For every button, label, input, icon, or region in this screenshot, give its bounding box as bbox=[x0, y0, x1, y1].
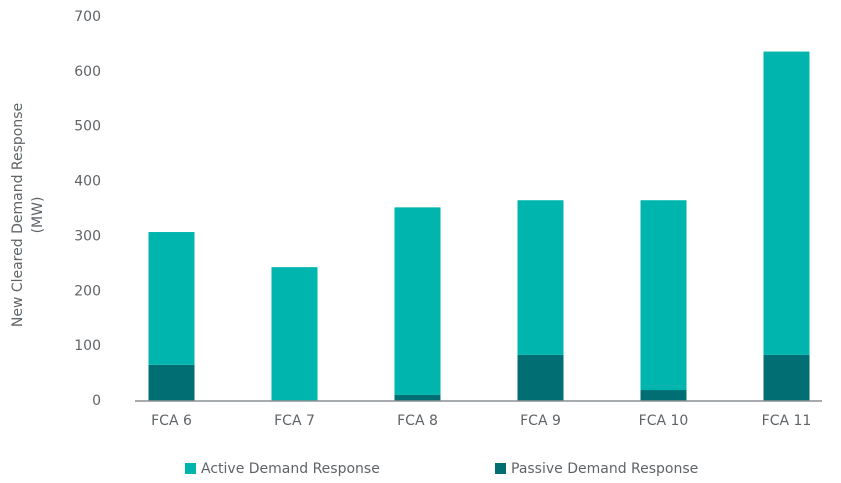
y-tick-label: 500 bbox=[74, 119, 101, 135]
y-axis-title: New Cleared Demand Response bbox=[10, 103, 26, 327]
x-tick-label: FCA 11 bbox=[762, 413, 812, 429]
bar-segment bbox=[394, 394, 441, 401]
bar-segment bbox=[640, 390, 687, 401]
bar-segment bbox=[148, 364, 195, 401]
y-tick-label: 0 bbox=[92, 393, 101, 409]
bar-segment bbox=[394, 207, 441, 395]
bar-segment bbox=[763, 51, 810, 355]
y-tick-label: 300 bbox=[74, 228, 101, 244]
legend-swatch bbox=[495, 463, 506, 474]
y-tick-label: 200 bbox=[74, 283, 101, 299]
y-axis-title: (MW) bbox=[30, 197, 46, 234]
legend-swatch bbox=[185, 463, 196, 474]
legend-label: Passive Demand Response bbox=[511, 461, 698, 477]
y-tick-label: 400 bbox=[74, 174, 101, 190]
x-tick-label: FCA 9 bbox=[520, 413, 561, 429]
legend-label: Active Demand Response bbox=[201, 461, 380, 477]
y-tick-label: 600 bbox=[74, 64, 101, 80]
y-tick-label: 700 bbox=[74, 9, 101, 25]
bar-segment bbox=[148, 232, 195, 365]
x-tick-label: FCA 7 bbox=[274, 413, 315, 429]
bar-segment bbox=[517, 354, 564, 401]
bar-segment bbox=[271, 267, 318, 401]
x-tick-label: FCA 6 bbox=[151, 413, 192, 429]
bar-segment bbox=[517, 200, 564, 355]
x-tick-label: FCA 10 bbox=[639, 413, 689, 429]
x-tick-label: FCA 8 bbox=[397, 413, 438, 429]
bar-segment bbox=[640, 200, 687, 391]
bar-segment bbox=[763, 354, 810, 401]
y-tick-label: 100 bbox=[74, 338, 101, 354]
